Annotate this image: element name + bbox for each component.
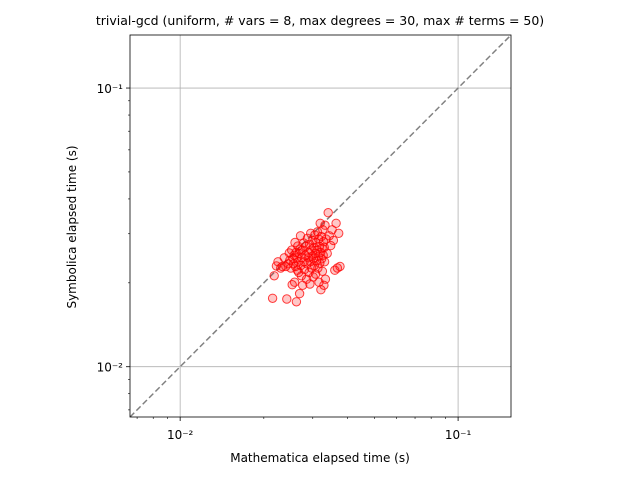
data-point — [334, 228, 344, 239]
plot-frame — [129, 34, 512, 418]
x-tick-label: 10⁻² — [167, 428, 194, 442]
data-point — [289, 277, 300, 287]
data-point — [331, 218, 341, 229]
data-point — [291, 297, 302, 307]
data-point — [317, 266, 328, 276]
data-point — [320, 274, 331, 284]
grid-lines — [130, 35, 511, 417]
axis-ticks: 10⁻² 10⁻¹ 10⁻² 10⁻¹ — [97, 82, 472, 442]
data-point — [319, 257, 330, 267]
data-point — [282, 294, 292, 304]
data-point — [322, 248, 332, 259]
data-point — [335, 261, 345, 272]
data-point — [267, 293, 278, 303]
data-point — [323, 208, 333, 218]
data-point — [328, 235, 339, 246]
data-point — [294, 288, 305, 299]
x-tick-label: 10⁻¹ — [445, 428, 472, 442]
y-tick-label: 10⁻² — [97, 361, 124, 375]
data-point — [318, 225, 328, 235]
data-point — [269, 271, 279, 281]
y-tick-label: 10⁻¹ — [97, 82, 124, 96]
data-points — [267, 208, 345, 307]
y-axis-label: Symbolica elapsed time (s) — [65, 145, 79, 308]
x-axis-label: Mathematica elapsed time (s) — [230, 451, 410, 465]
data-point — [320, 220, 330, 230]
chart-title: trivial-gcd (uniform, # vars = 8, max de… — [96, 13, 544, 28]
data-point — [326, 240, 336, 251]
